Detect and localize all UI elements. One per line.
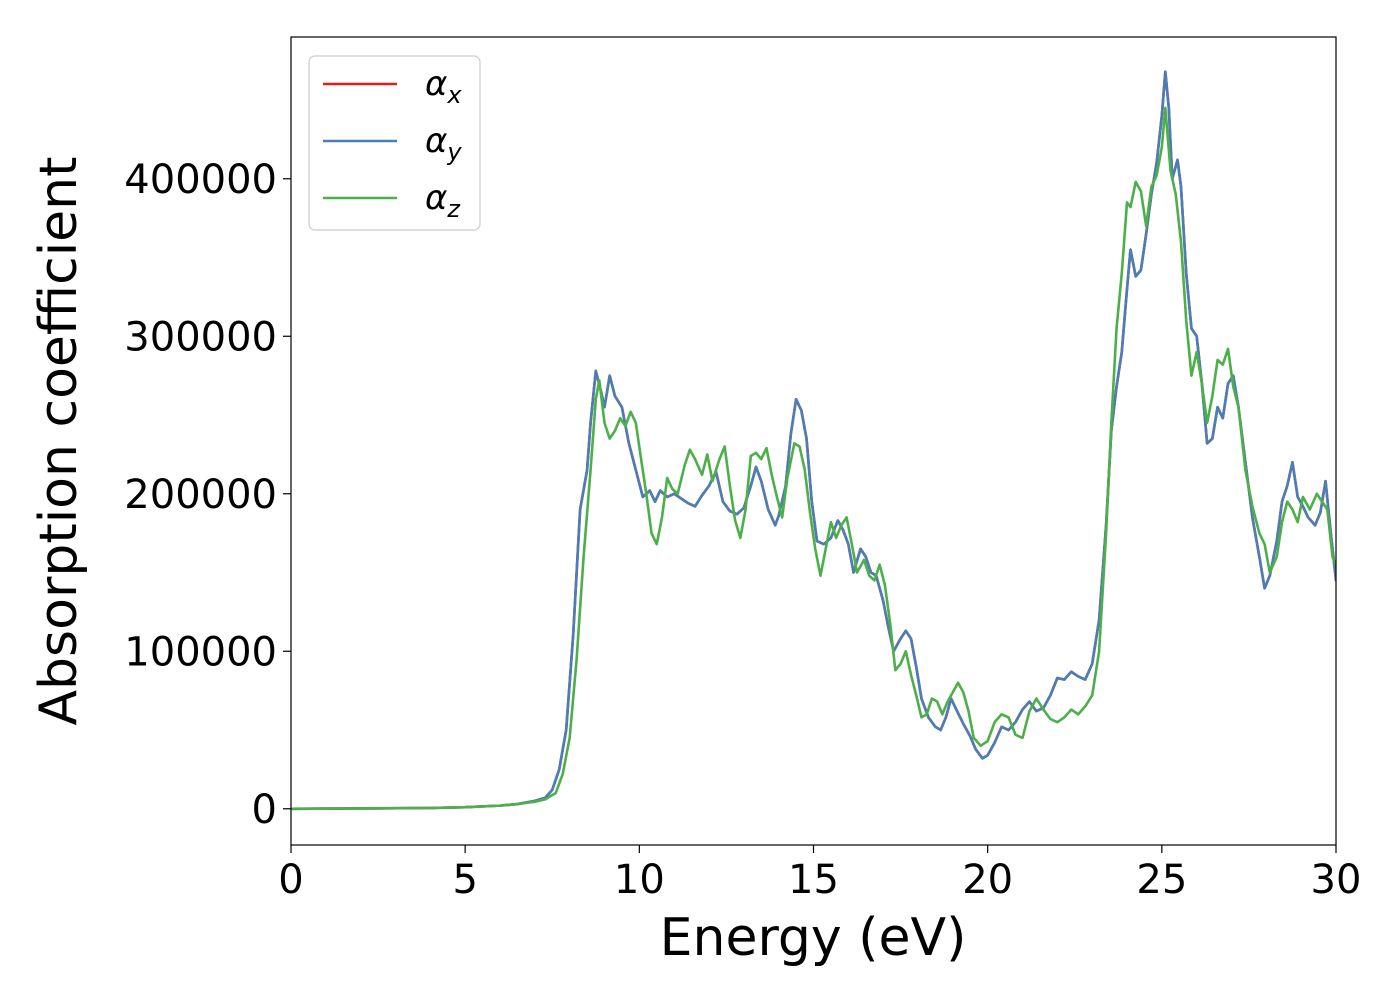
legend-entries: αx αy αz	[323, 64, 462, 223]
y-tick-label: 0	[252, 787, 277, 833]
x-tick-label: 25	[1136, 857, 1187, 903]
y-tick-label: 300000	[124, 314, 277, 360]
legend-label-alpha-z: αz	[425, 178, 461, 223]
plot-lines	[291, 70, 1336, 811]
legend: αx αy αz	[308, 55, 481, 231]
y-tick-label: 100000	[124, 629, 277, 675]
series-line-alpha-z	[291, 106, 1336, 811]
x-tick-label: 10	[614, 857, 665, 903]
x-tick-label: 15	[788, 857, 839, 903]
x-axis-label: Energy (eV)	[660, 908, 967, 968]
x-axis-ticks: 0 5 10 15 20 25 30	[278, 845, 1361, 903]
legend-label-alpha-y: αy	[425, 121, 462, 166]
legend-label-alpha-x: αx	[425, 64, 462, 109]
y-axis-label: Absorption coefficient	[29, 156, 89, 725]
y-axis-ticks: 0 100000 200000 300000 400000	[124, 157, 291, 833]
x-tick-label: 30	[1311, 857, 1362, 903]
y-tick-label: 400000	[124, 157, 277, 203]
x-tick-label: 0	[278, 857, 303, 903]
legend-box	[308, 55, 481, 231]
y-tick-label: 200000	[124, 472, 277, 518]
x-tick-label: 20	[962, 857, 1013, 903]
x-tick-label: 5	[452, 857, 477, 903]
